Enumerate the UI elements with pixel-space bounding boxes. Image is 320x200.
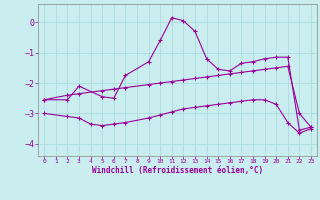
X-axis label: Windchill (Refroidissement éolien,°C): Windchill (Refroidissement éolien,°C) bbox=[92, 166, 263, 175]
